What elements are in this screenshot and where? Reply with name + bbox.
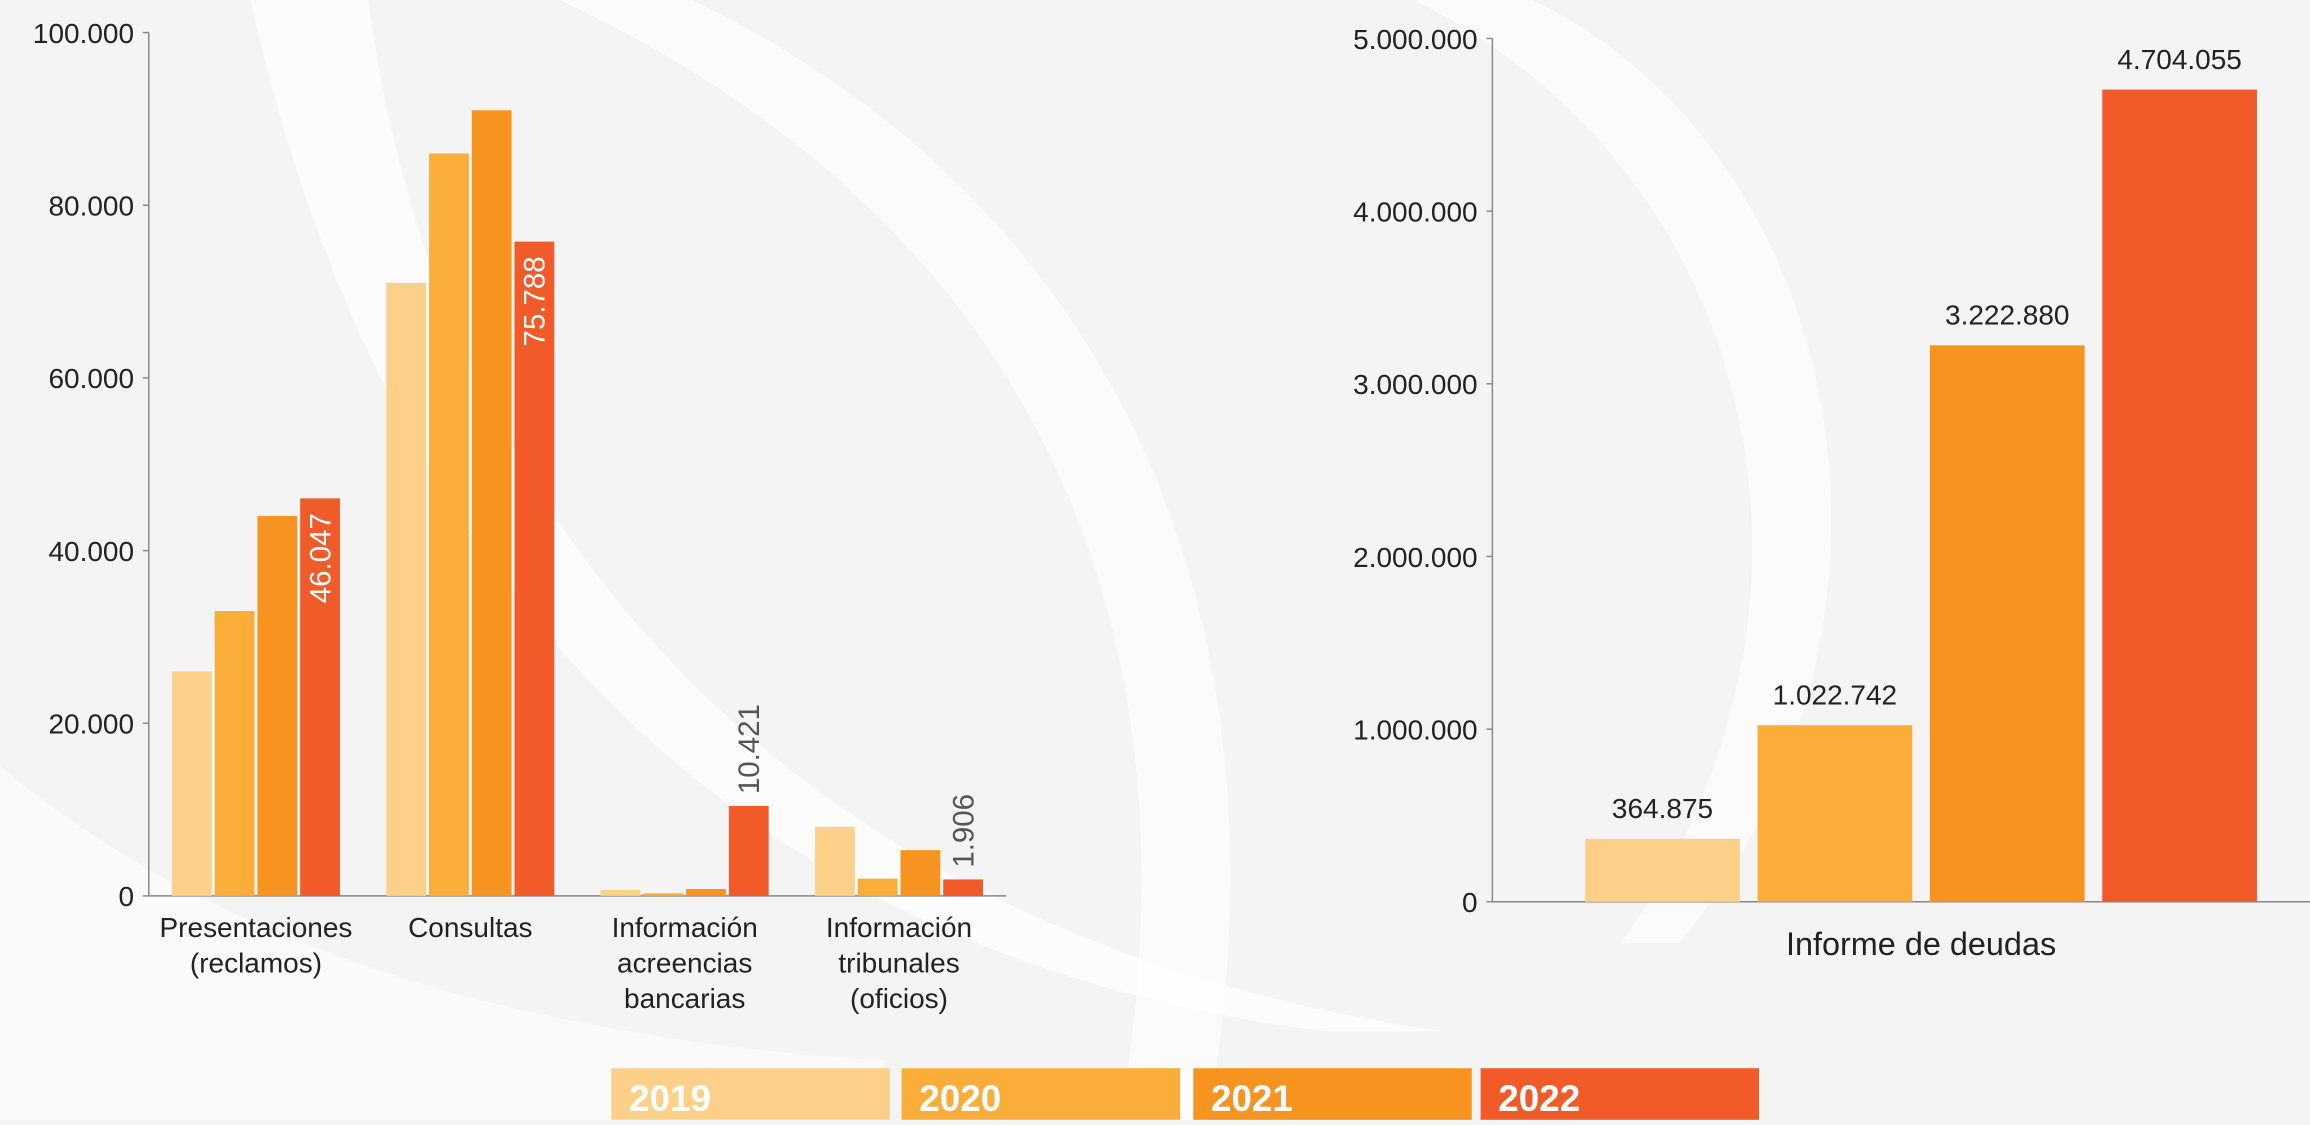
y-tick-label: 40.000 xyxy=(48,536,134,567)
bar xyxy=(900,850,941,896)
x-tick-label-line: (reclamos) xyxy=(190,947,322,978)
legend-swatch xyxy=(1480,1068,1760,1120)
x-tick-label: Presentaciones (reclamos) xyxy=(160,912,353,978)
y-tick-label: 60.000 xyxy=(48,363,134,394)
y-tick-label: 5.000.000 xyxy=(1353,24,1478,55)
y-tick-label: 80.000 xyxy=(48,191,134,222)
x-tick-label: Consultas xyxy=(408,912,532,943)
bar xyxy=(1929,345,2085,902)
legend-swatch xyxy=(901,1068,1181,1120)
x-tick-label-line: bancarias xyxy=(624,983,745,1014)
bar xyxy=(943,879,984,896)
x-tick-label-line: Consultas xyxy=(408,912,532,943)
bar xyxy=(600,889,641,896)
bar xyxy=(857,878,898,896)
y-tick-label: 0 xyxy=(1462,887,1478,918)
y-tick-label: 1.000.000 xyxy=(1353,714,1478,745)
value-label: 4.704.055 xyxy=(2117,44,2242,75)
bar xyxy=(300,498,340,896)
swoosh xyxy=(559,0,1231,1120)
y-tick-label: 100.000 xyxy=(33,18,134,49)
y-tick-label: 20.000 xyxy=(48,709,134,740)
legend-label: 2021 xyxy=(1211,1078,1293,1119)
bar xyxy=(728,805,769,896)
value-label: 3.222.880 xyxy=(1945,300,2070,331)
bar xyxy=(815,826,855,896)
y-tick-label: 3.000.000 xyxy=(1353,369,1478,400)
bar xyxy=(514,241,555,896)
bar xyxy=(386,282,427,896)
legend-swatch xyxy=(1193,1068,1472,1120)
bar xyxy=(1757,725,1913,902)
x-tick-label-line: Información xyxy=(612,912,758,943)
x-tick-label: Informe de deudas xyxy=(1786,926,2056,962)
value-label: 46.047 xyxy=(304,513,337,603)
value-label: 1.022.742 xyxy=(1773,680,1898,711)
value-label: 1.906 xyxy=(947,794,980,868)
legend-label: 2020 xyxy=(919,1078,1001,1119)
bar xyxy=(471,110,512,896)
bar xyxy=(257,516,298,896)
bar xyxy=(2102,89,2257,902)
y-tick-label: 2.000.000 xyxy=(1353,542,1478,573)
x-tick-label-line: Información xyxy=(826,912,972,943)
x-tick-label-line: tribunales xyxy=(838,947,959,978)
y-tick-label: 4.000.000 xyxy=(1353,196,1478,227)
bar xyxy=(686,888,726,896)
bar xyxy=(171,671,212,896)
bar xyxy=(643,893,684,896)
bar xyxy=(429,153,469,896)
x-tick-label: Información acreencias bancarias xyxy=(612,912,758,1014)
x-tick-label-line: acreencias xyxy=(617,947,752,978)
x-tick-label-line: (oficios) xyxy=(850,983,948,1014)
value-label: 10.421 xyxy=(733,704,766,794)
value-label: 75.788 xyxy=(519,256,552,346)
x-tick-label-line: Presentaciones xyxy=(160,912,353,943)
legend-label: 2019 xyxy=(629,1078,711,1119)
y-tick-label: 0 xyxy=(118,881,134,912)
swoosh xyxy=(1414,0,1832,944)
legend-swatch xyxy=(611,1068,890,1120)
swoosh xyxy=(0,766,884,1120)
x-tick-label: Información tribunales (oficios) xyxy=(826,912,972,1014)
value-label: 364.875 xyxy=(1612,793,1713,824)
legend-label: 2022 xyxy=(1498,1078,1580,1119)
bar xyxy=(214,611,255,896)
bar xyxy=(1585,838,1740,902)
